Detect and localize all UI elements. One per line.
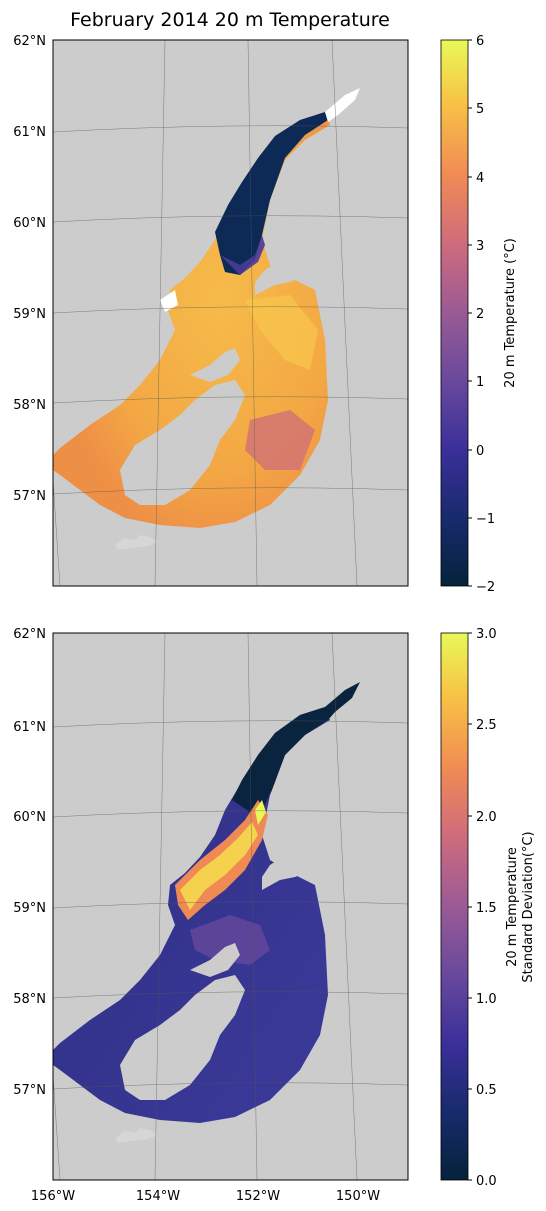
top-lat-label: 62°N bbox=[13, 34, 46, 49]
bottom-map-panel bbox=[53, 633, 408, 1180]
bottom-kenai-land bbox=[262, 855, 305, 890]
bottom-lon-label: 156°W bbox=[31, 1189, 75, 1204]
top-inlet-cold-water bbox=[215, 112, 328, 275]
bottom-peak-variance bbox=[180, 822, 258, 910]
bottom-colorbar-tick-label: 0.0 bbox=[476, 1174, 497, 1189]
bottom-lon-labels: 156°W 154°W 152°W 150°W bbox=[31, 1189, 380, 1204]
bottom-lon-label: 150°W bbox=[336, 1189, 380, 1204]
bottom-mid-variance bbox=[190, 915, 270, 965]
bottom-map-frame bbox=[52, 632, 409, 1181]
top-small-islands bbox=[115, 535, 158, 550]
top-inlet-edge bbox=[325, 88, 360, 122]
bottom-kodiak-island bbox=[120, 975, 245, 1100]
bottom-colorbar-tick-label: 0.5 bbox=[476, 1083, 497, 1098]
bottom-colorbar-label-line2: Standard Deviation(°C) bbox=[521, 831, 536, 982]
top-colorbar-scale bbox=[440, 39, 469, 587]
top-lat-label: 60°N bbox=[13, 216, 46, 231]
top-lat-label: 58°N bbox=[13, 398, 46, 413]
bottom-lat-label: 60°N bbox=[13, 810, 46, 825]
top-graticule bbox=[53, 40, 408, 586]
bottom-lat-label: 62°N bbox=[13, 627, 46, 642]
bottom-small-islands bbox=[115, 1128, 158, 1143]
top-colorbar-tick-label: 2 bbox=[476, 307, 484, 322]
top-lat-label: 57°N bbox=[13, 489, 46, 504]
bottom-colorbar-scale bbox=[440, 632, 469, 1181]
bottom-colorbar-tick-label: 3.0 bbox=[476, 627, 497, 642]
bottom-colorbar: 3.0 2.5 2.0 1.5 1.0 0.5 0.0 20 m Tempera… bbox=[440, 627, 536, 1189]
bottom-lat-label: 61°N bbox=[13, 720, 46, 735]
top-colorbar-tick-label: −1 bbox=[476, 512, 495, 527]
top-colorbar-label: 20 m Temperature (°C) bbox=[503, 238, 518, 388]
bottom-afognak-island bbox=[190, 943, 240, 977]
bottom-inlet-low-variance bbox=[232, 682, 360, 812]
top-colorbar-tick-label: 4 bbox=[476, 171, 484, 186]
bottom-graticule bbox=[53, 633, 408, 1180]
top-cool-patch bbox=[245, 410, 315, 470]
top-inlet-transition bbox=[220, 235, 265, 275]
bottom-lat-label: 58°N bbox=[13, 992, 46, 1007]
top-colorbar-tick-label: −2 bbox=[476, 580, 495, 595]
chart-title: February 2014 20 m Temperature bbox=[70, 9, 390, 31]
top-lat-label: 59°N bbox=[13, 307, 46, 322]
top-kenai-land bbox=[255, 260, 300, 295]
top-afognak-island bbox=[190, 348, 240, 382]
top-lat-labels: 62°N 61°N 60°N 59°N 58°N 57°N bbox=[13, 34, 46, 504]
top-warm-core bbox=[245, 295, 318, 370]
bottom-lat-label: 59°N bbox=[13, 901, 46, 916]
top-colorbar-tick-label: 1 bbox=[476, 375, 484, 390]
top-west-coast-edge bbox=[160, 290, 178, 312]
top-lat-label: 61°N bbox=[13, 125, 46, 140]
bottom-colorbar-tick-label: 1.0 bbox=[476, 992, 497, 1007]
bottom-lon-label: 152°W bbox=[236, 1189, 280, 1204]
bottom-lon-label: 154°W bbox=[136, 1189, 180, 1204]
top-kodiak-island bbox=[120, 380, 245, 505]
bottom-peak-variance-north bbox=[255, 800, 266, 825]
top-colorbar-ticks bbox=[468, 39, 472, 587]
top-colorbar-tick-label: 0 bbox=[476, 444, 484, 459]
bottom-colorbar-label-line1: 20 m Temperature bbox=[505, 847, 520, 967]
top-colorbar-tick-label: 3 bbox=[476, 239, 484, 254]
bottom-colorbar-tick-label: 1.5 bbox=[476, 901, 497, 916]
top-colorbar-tick-label: 6 bbox=[476, 34, 484, 49]
bottom-lat-label: 57°N bbox=[13, 1083, 46, 1098]
top-map-frame bbox=[52, 39, 409, 587]
top-colorbar-tick-label: 5 bbox=[476, 102, 484, 117]
bottom-lat-labels: 62°N 61°N 60°N 59°N 58°N 57°N bbox=[13, 627, 46, 1098]
bottom-colorbar-tick-label: 2.0 bbox=[476, 810, 497, 825]
top-colorbar: 6 5 4 3 2 1 0 −1 −2 20 m Temperature (°C… bbox=[440, 34, 518, 595]
bottom-colorbar-ticks bbox=[468, 632, 472, 1181]
top-map-panel bbox=[53, 40, 408, 586]
bottom-colorbar-tick-label: 2.5 bbox=[476, 718, 497, 733]
